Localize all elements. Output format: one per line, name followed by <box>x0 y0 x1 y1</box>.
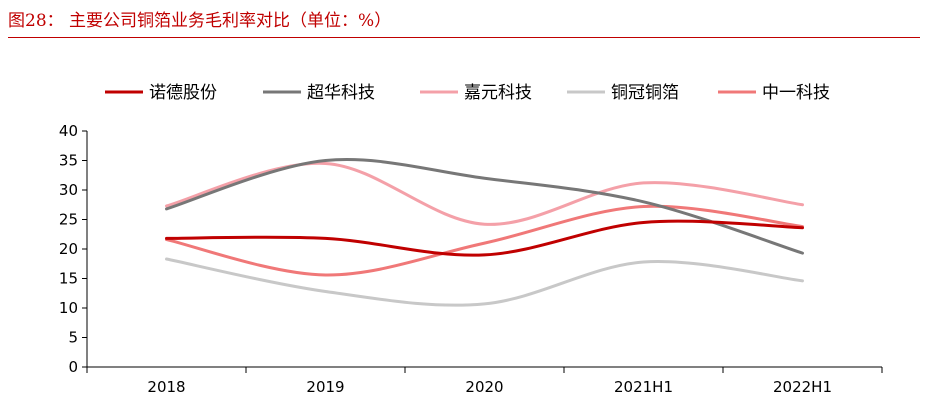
x-tick-label: 2021H1 <box>614 378 673 396</box>
x-tick-label: 2019 <box>306 378 344 396</box>
x-tick-label: 2018 <box>147 378 185 396</box>
x-tick-label: 2022H1 <box>773 378 832 396</box>
series-line-3 <box>165 161 804 226</box>
title-divider <box>8 37 920 38</box>
series-line-4 <box>165 257 804 307</box>
legend-label: 中一科技 <box>762 83 830 103</box>
figure-title: 图28： 主要公司铜箔业务毛利率对比（单位：%） <box>8 11 392 31</box>
legend-label: 铜冠铜箔 <box>611 83 679 103</box>
y-tick-label: 10 <box>59 299 78 317</box>
legend-label: 诺德股份 <box>149 83 217 103</box>
y-tick-label: 0 <box>68 358 78 376</box>
series-line-5 <box>165 204 804 277</box>
y-axis: 0 5 10 15 20 25 30 35 40 <box>59 122 88 376</box>
series-line-1 <box>165 219 804 257</box>
y-tick-label: 5 <box>68 329 78 347</box>
y-tick-label: 15 <box>59 270 78 288</box>
y-tick-label: 35 <box>59 152 78 170</box>
x-axis: 2018 2019 2020 2021H1 2022H1 <box>86 366 883 396</box>
legend: 诺德股份 超华科技 嘉元科技 铜冠铜箔 中一科技 <box>105 83 830 103</box>
y-tick-label: 40 <box>59 122 78 140</box>
y-tick-label: 30 <box>59 181 78 199</box>
y-tick-label: 25 <box>59 211 78 229</box>
series-layer <box>165 158 804 307</box>
legend-label: 超华科技 <box>307 83 375 103</box>
x-tick-label: 2020 <box>465 378 503 396</box>
series-line-2 <box>165 158 804 255</box>
y-tick-label: 20 <box>59 240 78 258</box>
legend-label: 嘉元科技 <box>464 83 532 103</box>
